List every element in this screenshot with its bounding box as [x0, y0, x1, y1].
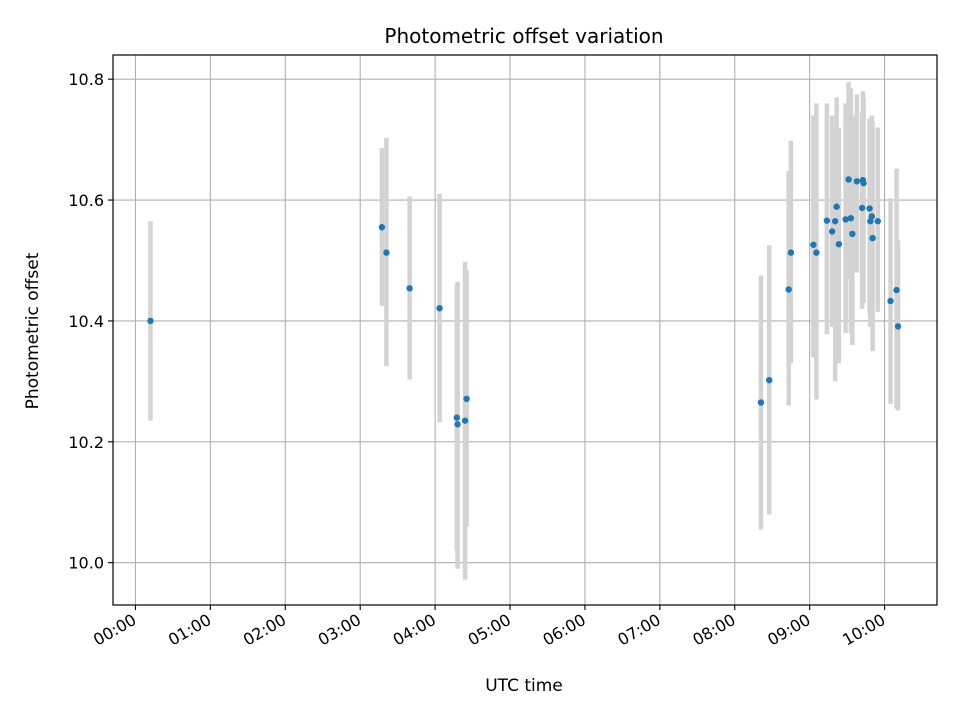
data-point [869, 234, 876, 242]
data-point [849, 230, 856, 238]
data-point [766, 376, 773, 384]
y-tick-label: 10.2 [68, 433, 104, 452]
data-point [833, 203, 840, 210]
data-point [828, 228, 836, 235]
y-tick-label: 10.6 [68, 191, 104, 210]
data-point [842, 216, 849, 223]
data-point [831, 218, 839, 225]
y-tick-label: 10.0 [68, 554, 104, 573]
data-point [887, 297, 894, 305]
data-point [823, 217, 831, 224]
data-point [893, 286, 900, 294]
data-point [378, 224, 386, 231]
data-point [860, 179, 867, 187]
data-point [867, 218, 874, 225]
plot-area-frame [112, 54, 938, 606]
y-axis-ticks: 10.0 10.2 10.4 10.6 10.8 [68, 70, 113, 573]
data-point [785, 286, 792, 293]
y-tick-label: 10.4 [68, 312, 104, 331]
data-point [147, 317, 154, 325]
data-point [813, 249, 820, 256]
data-point [894, 323, 902, 330]
data-point [858, 204, 866, 212]
y-tick-label: 10.8 [68, 70, 104, 89]
data-point [463, 395, 470, 403]
data-point [454, 421, 461, 428]
data-point [787, 249, 795, 256]
data-point [835, 240, 843, 248]
data-point [383, 249, 390, 256]
grid [113, 55, 937, 605]
data-point [866, 205, 873, 212]
data-point [757, 399, 765, 406]
x-axis-title: UTC time [485, 676, 563, 696]
data-point [461, 417, 469, 424]
y-axis-title: Photometric offset [23, 252, 43, 409]
data-point [810, 241, 817, 248]
data-point [847, 214, 855, 222]
data-point [874, 218, 882, 225]
data-point [853, 178, 861, 185]
data-points [147, 176, 902, 428]
data-point [436, 305, 443, 312]
data-point [406, 285, 413, 292]
chart-title: Photometric offset variation [384, 24, 663, 48]
data-point [453, 414, 461, 421]
data-point [868, 213, 876, 220]
data-point [845, 176, 852, 183]
